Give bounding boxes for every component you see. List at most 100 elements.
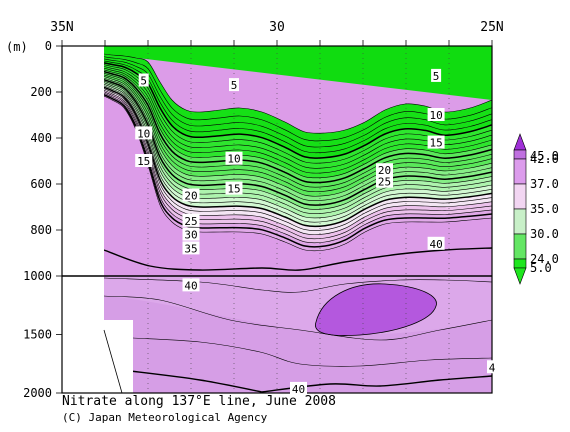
contour-label: 20: [184, 190, 197, 203]
colorbar-label: 42.0: [530, 152, 559, 166]
contour-line: [104, 66, 492, 169]
contour-label: 25: [378, 176, 391, 189]
contour-label-bg: [182, 241, 200, 255]
contour-label-bg: [182, 213, 200, 227]
contour-line: [104, 67, 492, 174]
x-tick-label: 30: [269, 20, 285, 35]
contour-label: 10: [429, 109, 442, 122]
nitrate-band: [104, 74, 492, 197]
contour-label: 15: [429, 137, 442, 150]
contour-label-bg: [182, 278, 200, 292]
contour-line: [104, 53, 492, 134]
contour-line: [104, 93, 492, 248]
contour-label: 35: [184, 242, 197, 255]
contour-line: [104, 78, 492, 206]
y-tick-label: 2000: [23, 386, 52, 400]
x-tick-label: 25N: [480, 20, 503, 35]
colorbar-label: 30.0: [530, 227, 559, 241]
contour-label: 40: [429, 238, 442, 251]
contour-line: [104, 70, 492, 184]
colorbar-label: 37.0: [530, 177, 559, 191]
y-tick-label: 0: [45, 39, 52, 53]
nitrate-band: [104, 78, 492, 206]
x-tick-label: 35N: [50, 20, 73, 35]
nitrate-band: [104, 76, 492, 201]
contour-label: 5: [231, 79, 238, 92]
contour-label-bg: [290, 381, 307, 395]
coast-line: [103, 329, 123, 394]
contour-line: [104, 295, 492, 341]
nitrate-maximum-core: [315, 283, 437, 336]
colorbar-segment: [513, 183, 527, 210]
contour-label: 5: [140, 75, 147, 88]
y-unit-label: (m): [6, 40, 28, 54]
contour-label-bg: [431, 68, 442, 82]
y-tick-label: 400: [30, 131, 52, 145]
contour-line: [104, 76, 492, 197]
nitrate-band: [104, 54, 492, 141]
contour-label-bg: [376, 174, 393, 188]
contour-label: 25: [184, 215, 197, 228]
contour-line: [104, 58, 492, 148]
contour-line: [104, 92, 492, 244]
colorbar-segment: [513, 208, 527, 235]
colorbar-label: 35.0: [530, 202, 559, 216]
contour-label-bg: [138, 73, 149, 87]
nitrate-band: [104, 62, 492, 164]
colorbar-bottom-arrow: [513, 267, 527, 285]
contour-line: [104, 277, 492, 293]
y-axis: (m) 0 200 400 600 800 1000 1500 2000: [6, 39, 62, 400]
contour-line: [104, 91, 492, 240]
colorbar-label: 45.0: [530, 149, 559, 163]
nitrate-band: [104, 58, 492, 153]
contour-label: 5: [433, 70, 440, 83]
contour-line: [104, 77, 492, 202]
contour-label: 15: [227, 183, 240, 196]
colorbar-segment: [513, 258, 527, 269]
colorbar-label: 24.0: [530, 252, 559, 266]
y-tick-label: 600: [30, 177, 52, 191]
contour-label: 10: [137, 127, 150, 140]
chart-title: Nitrate along 137°E line, June 2008: [62, 394, 336, 409]
contour-label-bg: [427, 108, 445, 121]
contour-line: [104, 69, 492, 179]
contour-label: 30: [184, 229, 197, 242]
nitrate-band: [104, 73, 492, 192]
band-surface: [104, 46, 492, 100]
contour-label-bg: [427, 236, 445, 250]
contour-label: 40: [292, 383, 305, 396]
colorbar-label: 5.0: [530, 261, 552, 275]
contour-label-bg: [229, 78, 239, 92]
nitrate-band: [104, 60, 492, 159]
contour-line: [132, 337, 492, 367]
contour-label: 15: [137, 155, 150, 168]
contour-label: 10: [227, 153, 240, 166]
nitrate-band: [104, 56, 492, 148]
contour-label: 40: [184, 279, 197, 292]
x-axis: 35N 30 25N: [50, 20, 504, 46]
contour-label-bg: [225, 151, 243, 165]
colorbar: 45.042.0 37.0 35.0 30.0 24.05.0: [513, 133, 559, 285]
contour-label-bg: [135, 154, 153, 167]
colorbar-segment: [513, 149, 527, 160]
contour-label-bg: [487, 360, 497, 374]
contour-label-bg: [225, 181, 243, 195]
contour-label-bg: [182, 227, 200, 241]
contour-label-bg: [182, 188, 200, 202]
contour-label-bg: [376, 163, 393, 177]
colorbar-segment: [513, 158, 527, 185]
contour-label-bg: [427, 135, 445, 149]
contour-line: [104, 247, 492, 271]
contour-line: [104, 89, 492, 235]
y-tick-label: 1500: [23, 328, 52, 342]
lower-panel-bands: [104, 276, 492, 393]
contour-line: [104, 80, 492, 210]
y-tick-label: 200: [30, 85, 52, 99]
contour-label: 20: [378, 164, 391, 177]
station-dotted-lines: [147, 48, 450, 391]
contour-line: [104, 56, 492, 142]
upper-panel-bands: [104, 46, 492, 276]
contour-line: [104, 73, 492, 188]
